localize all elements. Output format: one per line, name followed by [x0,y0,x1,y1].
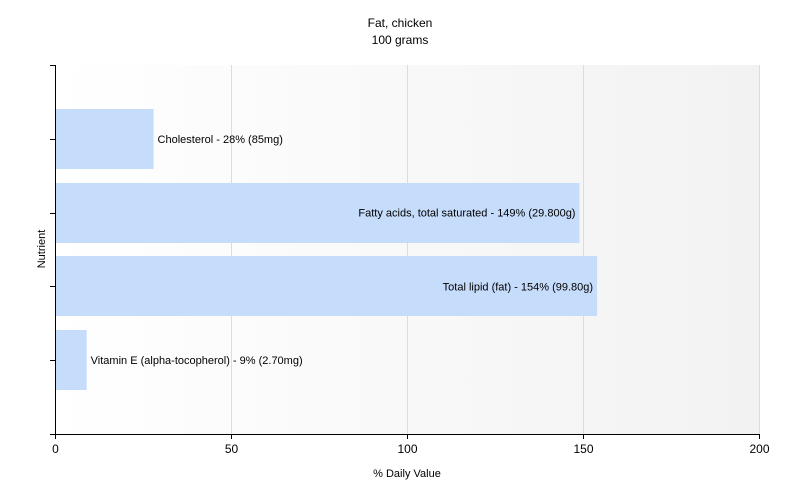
x-tick-label: 200 [749,442,769,456]
chart-subtitle: 100 grams [372,33,429,47]
bar [56,256,598,316]
x-tick-label: 100 [397,442,417,456]
bar [56,330,87,390]
bar-label: Cholesterol - 28% (85mg) [158,134,283,146]
axes: 0 50 100 150 200 [50,65,770,456]
bar-label: Fatty acids, total saturated - 149% (29.… [358,208,575,220]
x-tick-label: 50 [225,442,239,456]
x-axis-label: % Daily Value [373,468,441,480]
chart-title: Fat, chicken [368,16,433,30]
bar [56,183,580,243]
bar [56,109,154,169]
x-tick-label: 0 [52,442,59,456]
bar-label: Vitamin E (alpha-tocopherol) - 9% (2.70m… [91,355,303,367]
y-axis-label: Nutrient [36,230,48,269]
bars: Cholesterol - 28% (85mg) Fatty acids, tot… [56,109,598,390]
grid-lines [231,65,760,434]
x-tick-label: 150 [573,442,593,456]
bar-label: Total lipid (fat) - 154% (99.80g) [443,281,593,293]
